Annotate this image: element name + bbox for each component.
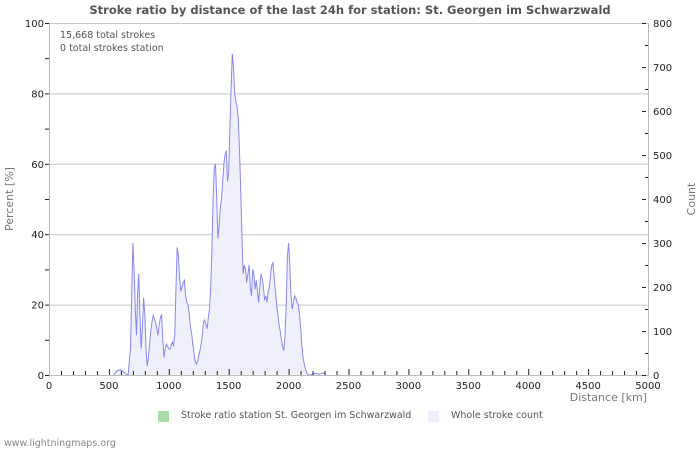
svg-text:4000: 4000: [515, 381, 540, 392]
svg-text:500: 500: [99, 381, 118, 392]
svg-text:2000: 2000: [276, 381, 301, 392]
svg-text:0: 0: [653, 371, 659, 382]
svg-text:40: 40: [31, 230, 44, 241]
grid-lines: [49, 23, 648, 306]
svg-text:0: 0: [38, 371, 44, 382]
svg-text:20: 20: [31, 301, 44, 312]
svg-text:500: 500: [653, 151, 672, 162]
svg-text:100: 100: [653, 327, 672, 338]
legend-swatch-station-ratio: [158, 411, 169, 422]
svg-text:3500: 3500: [456, 381, 481, 392]
station-strokes-label: 0 total strokes station: [60, 43, 164, 54]
svg-text:5000: 5000: [635, 381, 660, 392]
svg-text:4500: 4500: [575, 381, 600, 392]
y-axis-left-title: Percent [%]: [3, 167, 16, 231]
total-strokes-label: 15,668 total strokes: [60, 30, 156, 41]
legend-swatch-whole-count: [428, 411, 439, 422]
svg-text:400: 400: [653, 195, 672, 206]
whole-stroke-count-series: [113, 53, 326, 376]
svg-text:100: 100: [25, 19, 44, 30]
svg-text:1000: 1000: [156, 381, 181, 392]
y-axis-right-title: Count: [685, 182, 698, 215]
x-axis-title: Distance [km]: [570, 391, 647, 404]
legend-label-whole-count: Whole stroke count: [451, 410, 543, 421]
svg-text:2500: 2500: [336, 381, 361, 392]
svg-text:1500: 1500: [216, 381, 241, 392]
svg-text:600: 600: [653, 107, 672, 118]
svg-text:700: 700: [653, 63, 672, 74]
axes: [45, 23, 649, 376]
footer-site-link[interactable]: www.lightningmaps.org: [4, 438, 116, 449]
svg-text:60: 60: [31, 160, 44, 171]
svg-text:80: 80: [31, 89, 44, 100]
legend-label-station-ratio: Stroke ratio station St. Georgen im Schw…: [181, 410, 412, 421]
svg-text:200: 200: [653, 283, 672, 294]
svg-text:0: 0: [46, 381, 52, 392]
svg-text:300: 300: [653, 239, 672, 250]
svg-text:3000: 3000: [396, 381, 421, 392]
chart-title: Stroke ratio by distance of the last 24h…: [89, 3, 611, 17]
svg-text:800: 800: [653, 19, 672, 30]
